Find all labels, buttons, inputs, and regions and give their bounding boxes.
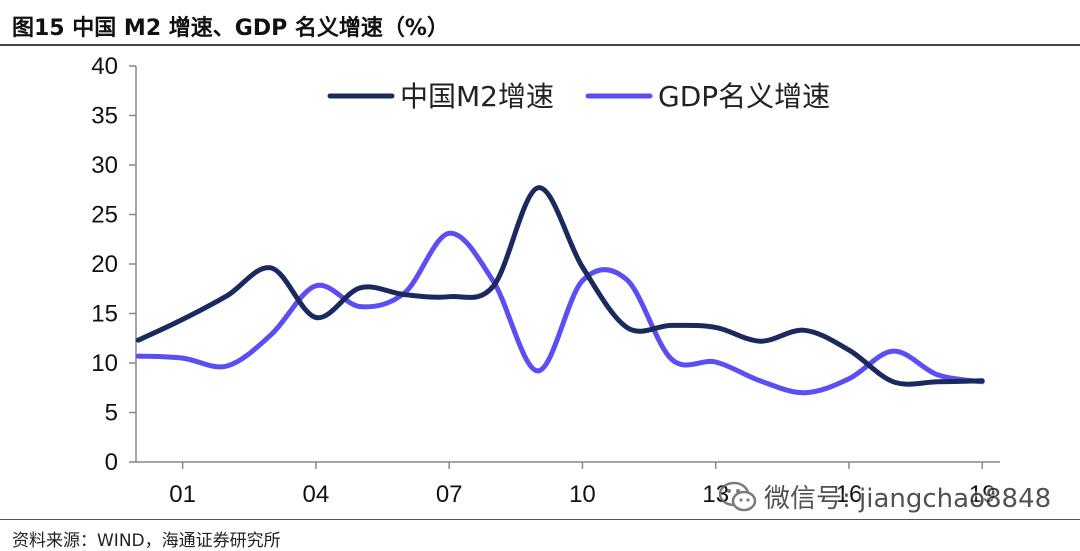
y-tick-label: 35 [91,103,118,130]
source-bar: 资料来源：WIND，海通证券研究所 [0,519,1080,551]
x-tick-label: 07 [436,481,463,508]
watermark: 微信号: jiangchao8848 [718,478,1051,515]
watermark-text: 微信号: jiangchao8848 [764,484,1052,514]
y-tick-label: 10 [91,350,118,377]
y-tick-label: 5 [105,400,118,427]
x-tick-label: 16 [836,481,863,508]
y-tick-label: 0 [105,449,118,476]
series-line-m2 [135,185,985,387]
y-tick-label: 20 [91,251,118,278]
wechat-icon [718,481,757,511]
y-tick-label: 40 [91,53,118,80]
source-note: 资料来源：WIND，海通证券研究所 [12,531,281,551]
title-bar: 图15 中国 M2 增速、GDP 名义增速（%） [0,0,1080,46]
figure-title: 图15 中国 M2 增速、GDP 名义增速（%） [12,16,449,41]
y-tick-label: 25 [91,202,118,229]
series-line-gdp [135,230,985,396]
legend-m2-label: 中国M2增速 [400,80,554,113]
x-tick-label: 19 [969,481,996,508]
x-tick-label: 04 [303,481,330,508]
y-tick-label: 15 [91,301,118,328]
x-tick-label: 01 [169,481,196,508]
y-tick-label: 30 [91,152,118,179]
x-tick-label: 10 [569,481,596,508]
legend-gdp-label: GDP名义增速 [658,80,830,113]
